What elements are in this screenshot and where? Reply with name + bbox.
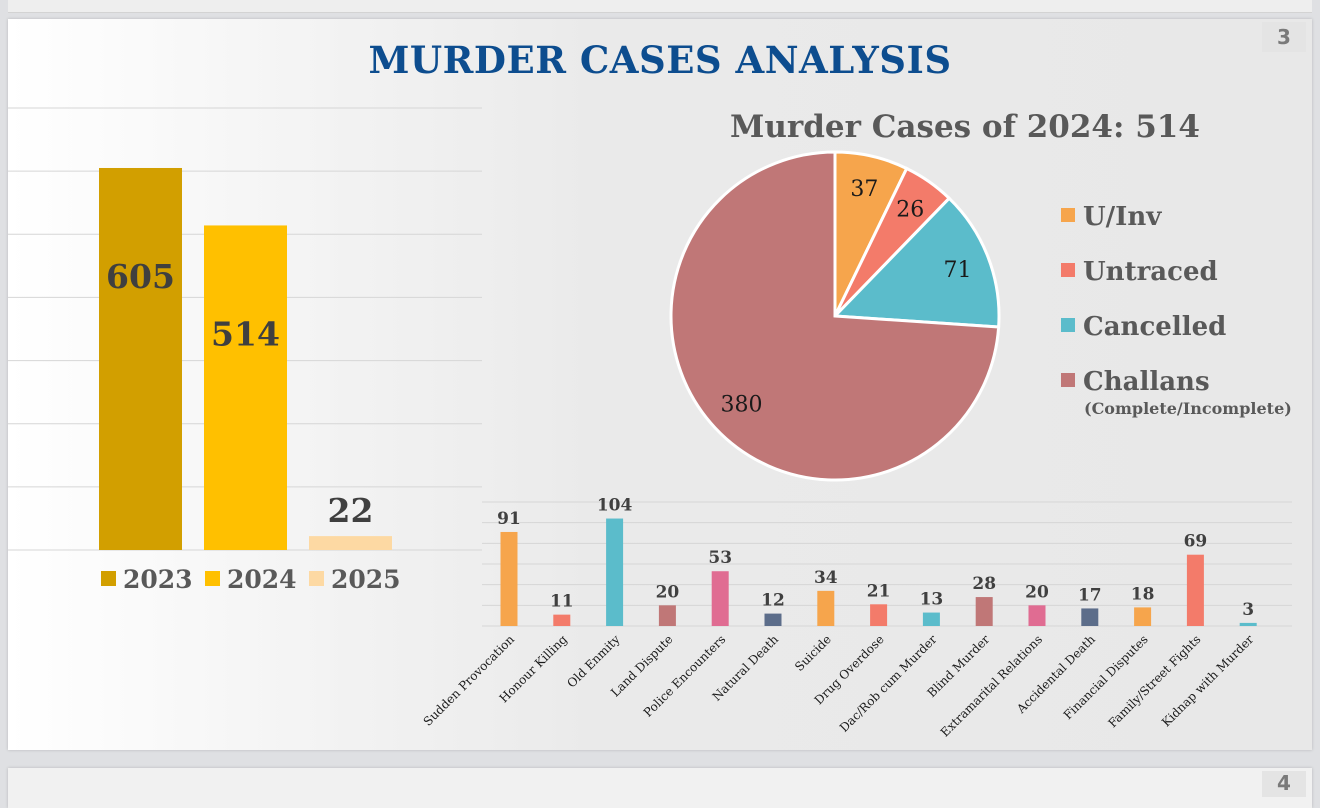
category-bar xyxy=(1186,554,1204,626)
category-bar xyxy=(1239,622,1257,626)
year-bar-label: 22 xyxy=(328,491,374,530)
year-legend-swatch xyxy=(101,571,116,586)
pie-legend-swatch xyxy=(1061,263,1075,277)
pie-slice-label: 26 xyxy=(896,198,924,223)
pie-legend-sublabel: (Complete/Incomplete) xyxy=(1084,399,1292,418)
next-slide-number: 4 xyxy=(1262,771,1306,797)
category-tick-label: Old Enmity xyxy=(564,632,622,690)
category-bar xyxy=(817,590,835,626)
category-bar-value: 104 xyxy=(597,496,633,516)
category-bar-value: 13 xyxy=(920,590,944,610)
category-bar xyxy=(500,531,518,626)
year-legend-label: 2024 xyxy=(227,565,297,594)
pie-legend-label: Challans xyxy=(1083,367,1210,397)
year-legend-swatch xyxy=(205,571,220,586)
pie-slice-cancelled xyxy=(831,196,1001,329)
category-bar-value: 28 xyxy=(972,574,996,594)
category-tick-label: Kidnap with Murder xyxy=(1159,632,1256,729)
category-tick-label: Extramarital Relations xyxy=(938,632,1045,739)
category-bar-value: 3 xyxy=(1242,600,1254,620)
previous-slide-edge xyxy=(8,0,1312,13)
category-bar xyxy=(1028,605,1046,626)
category-bar-value: 69 xyxy=(1184,532,1208,552)
year-legend-label: 2023 xyxy=(123,565,193,594)
year-bar-label: 514 xyxy=(211,314,280,353)
year-bar-label: 605 xyxy=(106,257,175,296)
category-bar xyxy=(606,518,624,626)
category-tick-label: Family/Street Fights xyxy=(1105,632,1203,730)
pie-legend-label: U/Inv xyxy=(1083,202,1162,232)
pie-legend-swatch xyxy=(1061,373,1075,387)
category-bar xyxy=(711,571,729,626)
category-tick-label: Dac/Rob cum Murder xyxy=(837,632,940,735)
category-tick-label: Suicide xyxy=(792,632,834,674)
page-title: MURDER CASES ANALYSIS xyxy=(368,38,952,82)
category-bar-value: 91 xyxy=(497,509,521,529)
category-bar xyxy=(658,605,676,626)
pie-slice-challans xyxy=(669,150,1001,482)
pie-legend-label: Cancelled xyxy=(1083,312,1226,342)
category-bar xyxy=(764,613,782,626)
category-bar xyxy=(1134,607,1152,626)
pie-slice-label: 380 xyxy=(721,392,763,417)
category-bar-value: 12 xyxy=(761,591,785,611)
year-bar-2024 xyxy=(204,225,287,550)
pie-legend-label: Untraced xyxy=(1083,257,1218,287)
category-tick-label: Sudden Provocation xyxy=(421,632,518,729)
year-bar-2025 xyxy=(309,536,392,550)
pie-slice-label: 71 xyxy=(943,258,971,283)
category-bar-value: 17 xyxy=(1078,585,1102,605)
pie-slice-label: 37 xyxy=(850,177,878,202)
category-bar xyxy=(1081,608,1099,626)
category-bar xyxy=(975,597,993,626)
category-bar xyxy=(922,612,940,626)
category-bar-value: 18 xyxy=(1131,584,1155,604)
year-legend-swatch xyxy=(309,571,324,586)
year-legend-label: 2025 xyxy=(331,565,401,594)
category-bar xyxy=(870,604,888,626)
pie-title: Murder Cases of 2024: 514 xyxy=(730,109,1200,145)
category-bar xyxy=(553,614,571,626)
category-bar-value: 34 xyxy=(814,568,838,588)
category-bar-value: 20 xyxy=(1025,582,1049,602)
category-bar-value: 20 xyxy=(656,582,680,602)
pie-legend-swatch xyxy=(1061,318,1075,332)
category-bar-value: 11 xyxy=(550,592,574,612)
slide-number: 3 xyxy=(1262,22,1306,52)
next-slide-edge xyxy=(8,768,1312,808)
year-bar-2023 xyxy=(99,167,182,550)
pie-legend-swatch xyxy=(1061,208,1075,222)
category-bar-value: 21 xyxy=(867,581,891,601)
category-bar-value: 53 xyxy=(708,548,732,568)
